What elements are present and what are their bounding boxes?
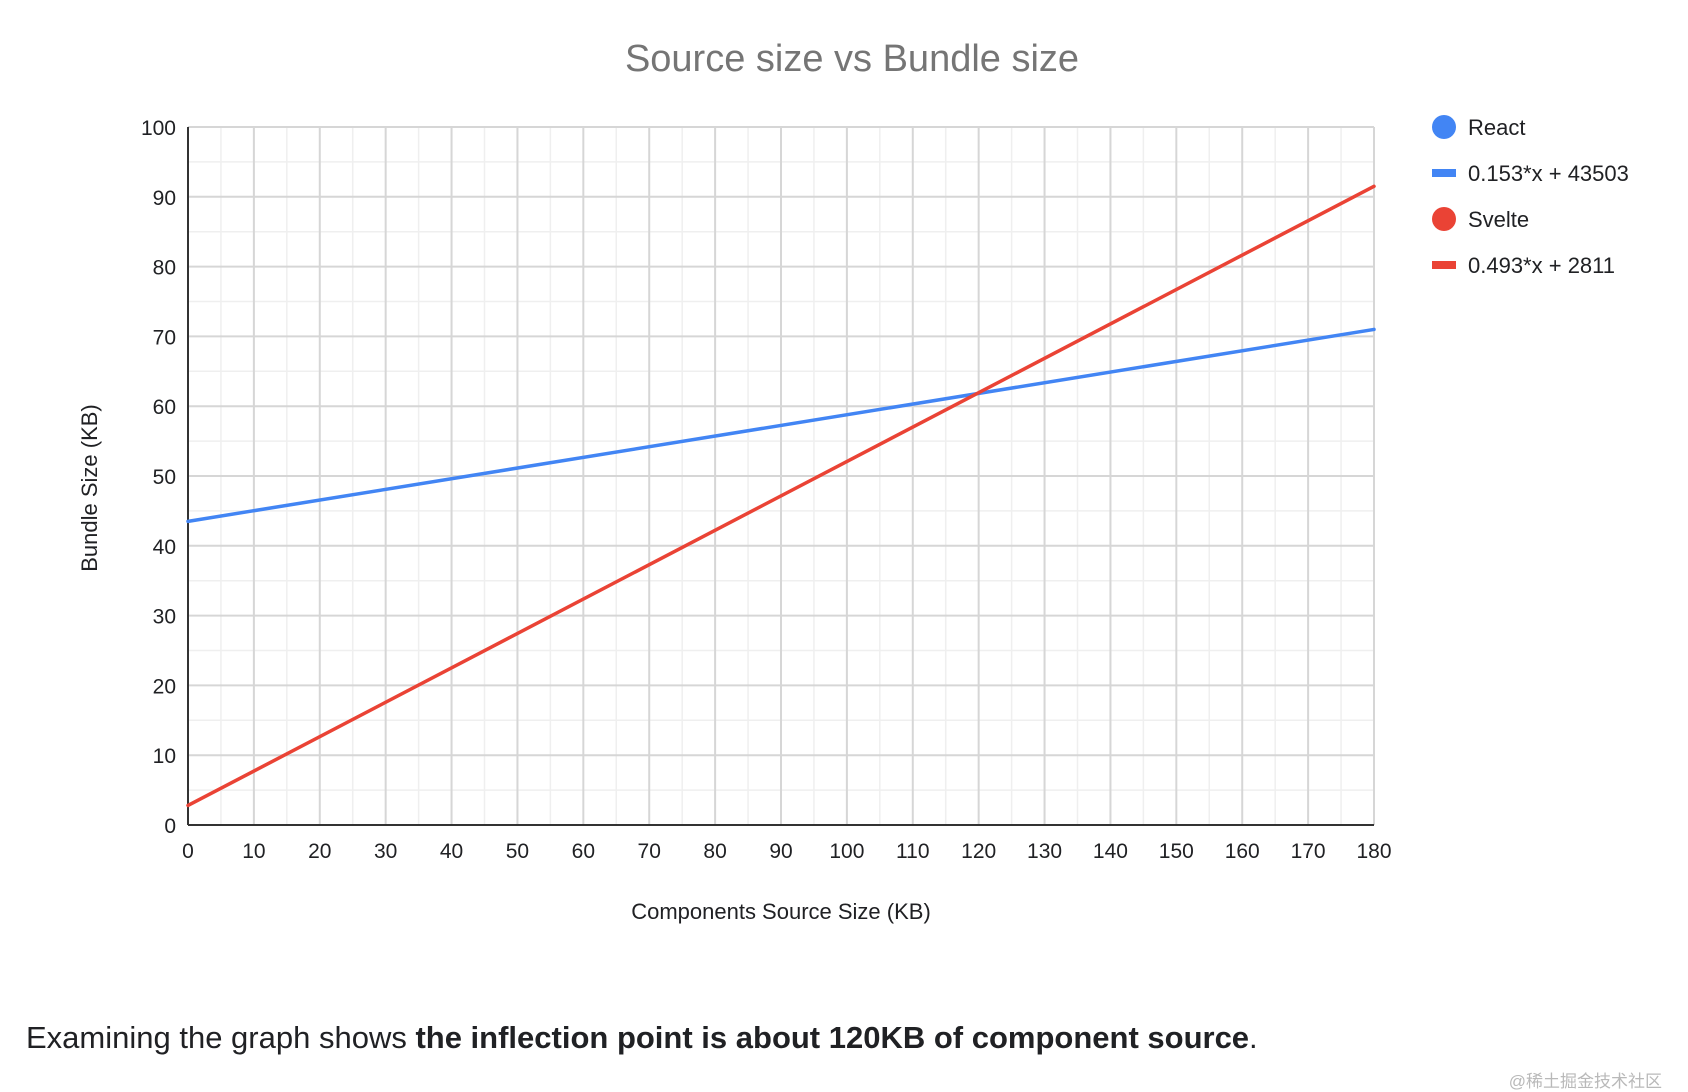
x-tick-label: 140 (1093, 840, 1128, 863)
y-axis-label: Bundle Size (KB) (77, 404, 102, 572)
x-tick-label: 40 (440, 840, 463, 863)
y-tick-label: 90 (153, 187, 176, 210)
x-tick-label: 60 (572, 840, 595, 863)
plot-series (186, 184, 1376, 808)
legend-label: 0.493*x + 2811 (1468, 253, 1615, 278)
x-tick-label: 120 (961, 840, 996, 863)
y-tick-label: 80 (153, 257, 176, 280)
chart-title: Source size vs Bundle size (625, 38, 1079, 80)
y-tick-label: 100 (141, 117, 176, 140)
x-tick-label: 150 (1159, 840, 1194, 863)
x-tick-label: 130 (1027, 840, 1062, 863)
axes (187, 127, 1374, 826)
legend-label: 0.153*x + 43503 (1468, 161, 1629, 186)
y-tick-label: 20 (153, 675, 176, 698)
caption-prefix: Examining the graph shows (26, 1020, 416, 1055)
series-line (186, 184, 1376, 808)
caption: Examining the graph shows the inflection… (26, 1020, 1258, 1056)
series-line (186, 327, 1376, 524)
x-tick-label: 180 (1356, 840, 1391, 863)
x-tick-label: 100 (829, 840, 864, 863)
y-tick-label: 40 (153, 536, 176, 559)
x-tick-label: 90 (769, 840, 792, 863)
legend-label: React (1468, 115, 1525, 140)
y-tick-label: 60 (153, 396, 176, 419)
watermark: @稀土掘金技术社区 (1508, 1072, 1662, 1091)
y-tick-label: 70 (153, 326, 176, 349)
tick-labels: 0 10 20 30 40 50 60 70 80 90 100 110 120 130 140 150 160… (141, 117, 1392, 863)
legend-dot-marker (1432, 207, 1456, 231)
x-axis-label: Components Source Size (KB) (631, 899, 931, 924)
y-tick-label: 0 (164, 815, 176, 838)
legend-label: Svelte (1468, 207, 1529, 232)
legend-dot-marker (1432, 115, 1456, 139)
x-tick-label: 70 (638, 840, 661, 863)
legend-line-marker (1432, 169, 1456, 177)
legend-line-marker (1432, 261, 1456, 269)
x-tick-label: 80 (703, 840, 726, 863)
legend: React 0.153*x + 43503 Svelte 0.493*x + 2811 (1432, 115, 1629, 278)
x-tick-label: 170 (1291, 840, 1326, 863)
caption-suffix: . (1249, 1020, 1258, 1055)
x-tick-label: 160 (1225, 840, 1260, 863)
caption-bold: the inflection point is about 120KB of c… (415, 1020, 1250, 1055)
x-tick-label: 10 (242, 840, 265, 863)
grid (188, 126, 1375, 825)
y-tick-label: 50 (153, 466, 176, 489)
y-tick-label: 10 (153, 745, 176, 768)
x-tick-label: 30 (374, 840, 397, 863)
x-tick-label: 50 (506, 840, 529, 863)
x-tick-label: 20 (308, 840, 331, 863)
y-tick-label: 30 (153, 606, 176, 629)
x-tick-label: 110 (896, 840, 929, 863)
chart: Source size vs Bundle size 0 10 20 30 40 50 60… (77, 38, 1629, 924)
x-tick-label: 0 (182, 840, 194, 863)
